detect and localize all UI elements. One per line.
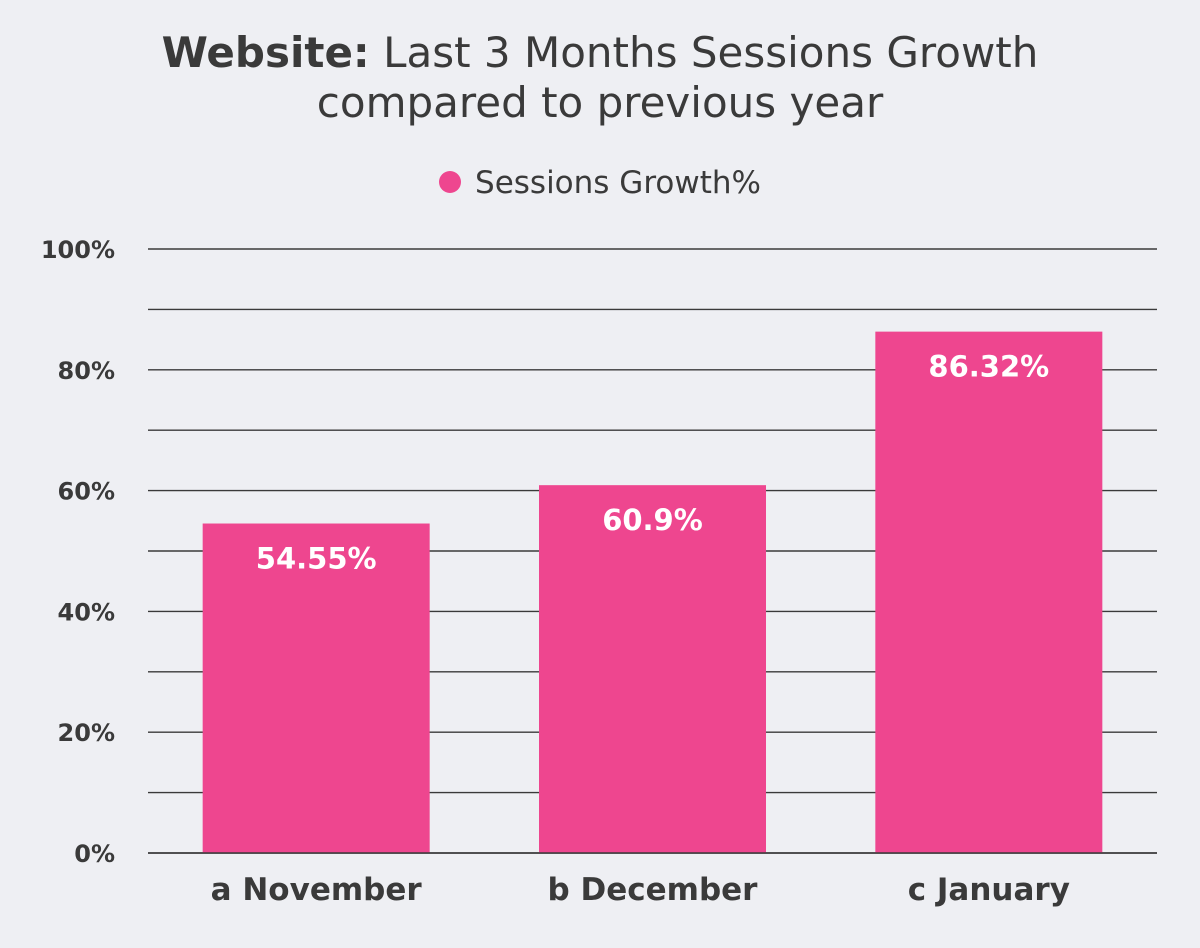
x-category-label: b December <box>548 872 759 908</box>
y-tick-label: 60% <box>58 478 115 506</box>
chart-title-rest: Last 3 Months Sessions Growth <box>383 28 1039 77</box>
chart-title-line-1: Website: Last 3 Months Sessions Growth <box>0 28 1200 78</box>
bar-data-label: 60.9% <box>602 503 703 537</box>
bar-data-label: 54.55% <box>256 542 377 576</box>
y-tick-label: 40% <box>58 598 115 626</box>
x-category-label: c January <box>908 872 1070 908</box>
y-tick-label: 100% <box>41 236 115 264</box>
chart-title-strong: Website: <box>161 28 370 77</box>
bar-data-label: 86.32% <box>928 350 1049 384</box>
chart-title-line-2: compared to previous year <box>316 78 884 127</box>
chart-legend: Sessions Growth% <box>0 162 1200 204</box>
chart-title: Website: Last 3 Months Sessions Growth c… <box>0 28 1200 128</box>
bar <box>875 331 1103 853</box>
x-category-label: a November <box>211 872 423 908</box>
legend-label: Sessions Growth% <box>475 165 761 201</box>
y-tick-label: 80% <box>58 357 115 385</box>
y-tick-label: 0% <box>74 840 115 868</box>
bar <box>539 485 766 853</box>
bar <box>202 523 430 853</box>
legend-swatch <box>439 170 462 193</box>
y-tick-label: 20% <box>58 719 115 747</box>
